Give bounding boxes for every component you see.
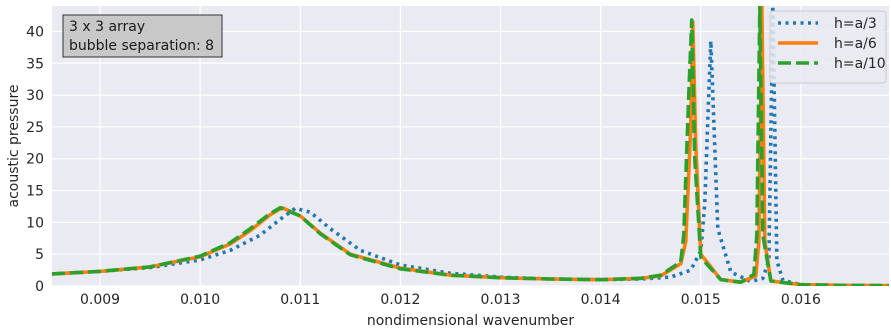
x-tick-label: 0.010 xyxy=(180,292,220,308)
y-tick-label: 40 xyxy=(26,24,44,40)
annotation-frame xyxy=(62,14,223,58)
legend-label: h=a/10 xyxy=(834,56,886,72)
series-lines xyxy=(52,6,889,286)
annotation-line-array: 3 x 3 array xyxy=(69,19,145,35)
y-axis-label: acoustic pressure xyxy=(6,84,22,207)
x-tick-label: 0.014 xyxy=(581,292,621,308)
y-tick-label: 35 xyxy=(26,56,44,72)
x-tick-label: 0.011 xyxy=(280,292,320,308)
annotation-line-separation: bubble separation: 8 xyxy=(69,38,214,54)
x-tick-label: 0.013 xyxy=(480,292,520,308)
y-tick-label: 25 xyxy=(26,120,44,136)
x-tick-label: 0.009 xyxy=(80,292,120,308)
annotation-box: 3 x 3 array bubble separation: 8 xyxy=(62,14,223,58)
x-tick-label: 0.012 xyxy=(380,292,420,308)
y-tick-label: 5 xyxy=(35,247,44,263)
y-axis-ticks: 0 5 10 15 20 25 30 35 40 xyxy=(26,24,44,295)
grid-lines xyxy=(52,6,889,287)
y-tick-label: 30 xyxy=(26,88,44,104)
y-tick-label: 0 xyxy=(35,279,44,295)
legend: h=a/3 h=a/6 h=a/10 xyxy=(769,10,887,84)
series-line-h-a-3 xyxy=(52,6,889,286)
legend-label: h=a/6 xyxy=(834,36,877,52)
series-line-h-a-10 xyxy=(52,6,889,286)
x-axis-label: nondimensional wavenumber xyxy=(367,313,575,329)
x-axis-ticks: 0.009 0.010 0.011 0.012 0.013 0.014 0.015 0.016 xyxy=(80,292,821,308)
y-tick-label: 20 xyxy=(26,152,44,168)
x-tick-label: 0.016 xyxy=(781,292,821,308)
y-tick-label: 15 xyxy=(26,184,44,200)
legend-frame xyxy=(769,10,887,84)
legend-label: h=a/3 xyxy=(834,16,877,32)
x-tick-label: 0.015 xyxy=(681,292,721,308)
y-tick-label: 10 xyxy=(26,215,44,231)
